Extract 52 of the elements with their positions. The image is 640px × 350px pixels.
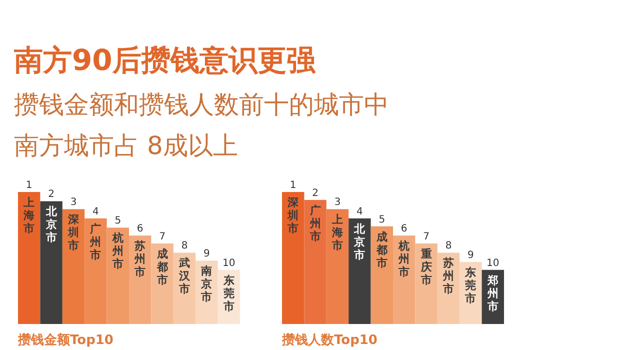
x-tick-label: 北京市 xyxy=(44,205,58,244)
annotation: 3 xyxy=(70,197,77,208)
x-tick-label: 东莞市 xyxy=(222,274,234,313)
annotation: 2 xyxy=(312,188,318,199)
x-tick-label: 广州市 xyxy=(89,222,102,262)
annotation: 4 xyxy=(356,206,363,218)
annotation: 10 xyxy=(486,258,500,269)
chart-title: 南方90后攒钱意识更强 xyxy=(13,43,316,77)
x-tick-label: 武汉市 xyxy=(178,256,191,296)
annotation: 9 xyxy=(204,248,210,260)
x-tick-label: 苏州市 xyxy=(442,256,454,296)
bar xyxy=(326,209,349,324)
annotation: 7 xyxy=(159,231,166,242)
x-tick-label: 上海市 xyxy=(331,213,343,252)
annotation: 8 xyxy=(445,240,452,252)
text: 1 xyxy=(290,180,296,191)
x-tick-label: 郑州市 xyxy=(486,274,498,313)
x-tick-label: 苏州市 xyxy=(134,240,146,279)
x-tick-label: 杭州市 xyxy=(111,232,124,271)
bar xyxy=(84,218,107,324)
x-axis-title: 攒钱金额Top10 xyxy=(17,332,114,348)
annotation: 2 xyxy=(48,189,54,200)
x-tick-label: 杭州市 xyxy=(398,240,410,279)
x-tick-label: 成都市 xyxy=(156,247,168,286)
annotation: 6 xyxy=(136,224,144,235)
text: 1 xyxy=(26,180,32,191)
annotation: 3 xyxy=(334,197,341,208)
x-tick-label: 成都市 xyxy=(375,230,388,270)
annotation: 6 xyxy=(400,224,408,235)
x-tick-label: 重庆市 xyxy=(420,247,432,286)
annotation: 10 xyxy=(222,258,236,269)
x-tick-label: 深圳市 xyxy=(67,213,80,252)
x-tick-label: 深圳市 xyxy=(286,196,300,235)
annotation: 5 xyxy=(114,216,122,227)
bar xyxy=(62,209,85,324)
annotation: 5 xyxy=(378,214,386,226)
bar xyxy=(348,218,371,324)
annotation: 8 xyxy=(181,240,188,252)
annotation: 4 xyxy=(92,206,99,218)
chart-subtitle: 攒钱金额和攒钱人数前十的城市中南方城市占 8成以上 xyxy=(14,90,389,160)
annotation: 9 xyxy=(468,250,474,261)
x-tick-label: 广州市 xyxy=(308,204,321,243)
bar xyxy=(40,201,62,324)
x-tick-label: 上海市 xyxy=(22,196,35,235)
x-tick-label: 北京市 xyxy=(353,222,366,262)
bar xyxy=(18,192,40,324)
annotation: 7 xyxy=(423,231,430,242)
bar xyxy=(282,192,304,324)
x-tick-label: 东莞市 xyxy=(464,266,476,305)
x-axis-title: 攒钱人数Top10 xyxy=(281,333,378,348)
x-tick-label: 南京市 xyxy=(200,264,212,304)
bar xyxy=(304,200,326,324)
